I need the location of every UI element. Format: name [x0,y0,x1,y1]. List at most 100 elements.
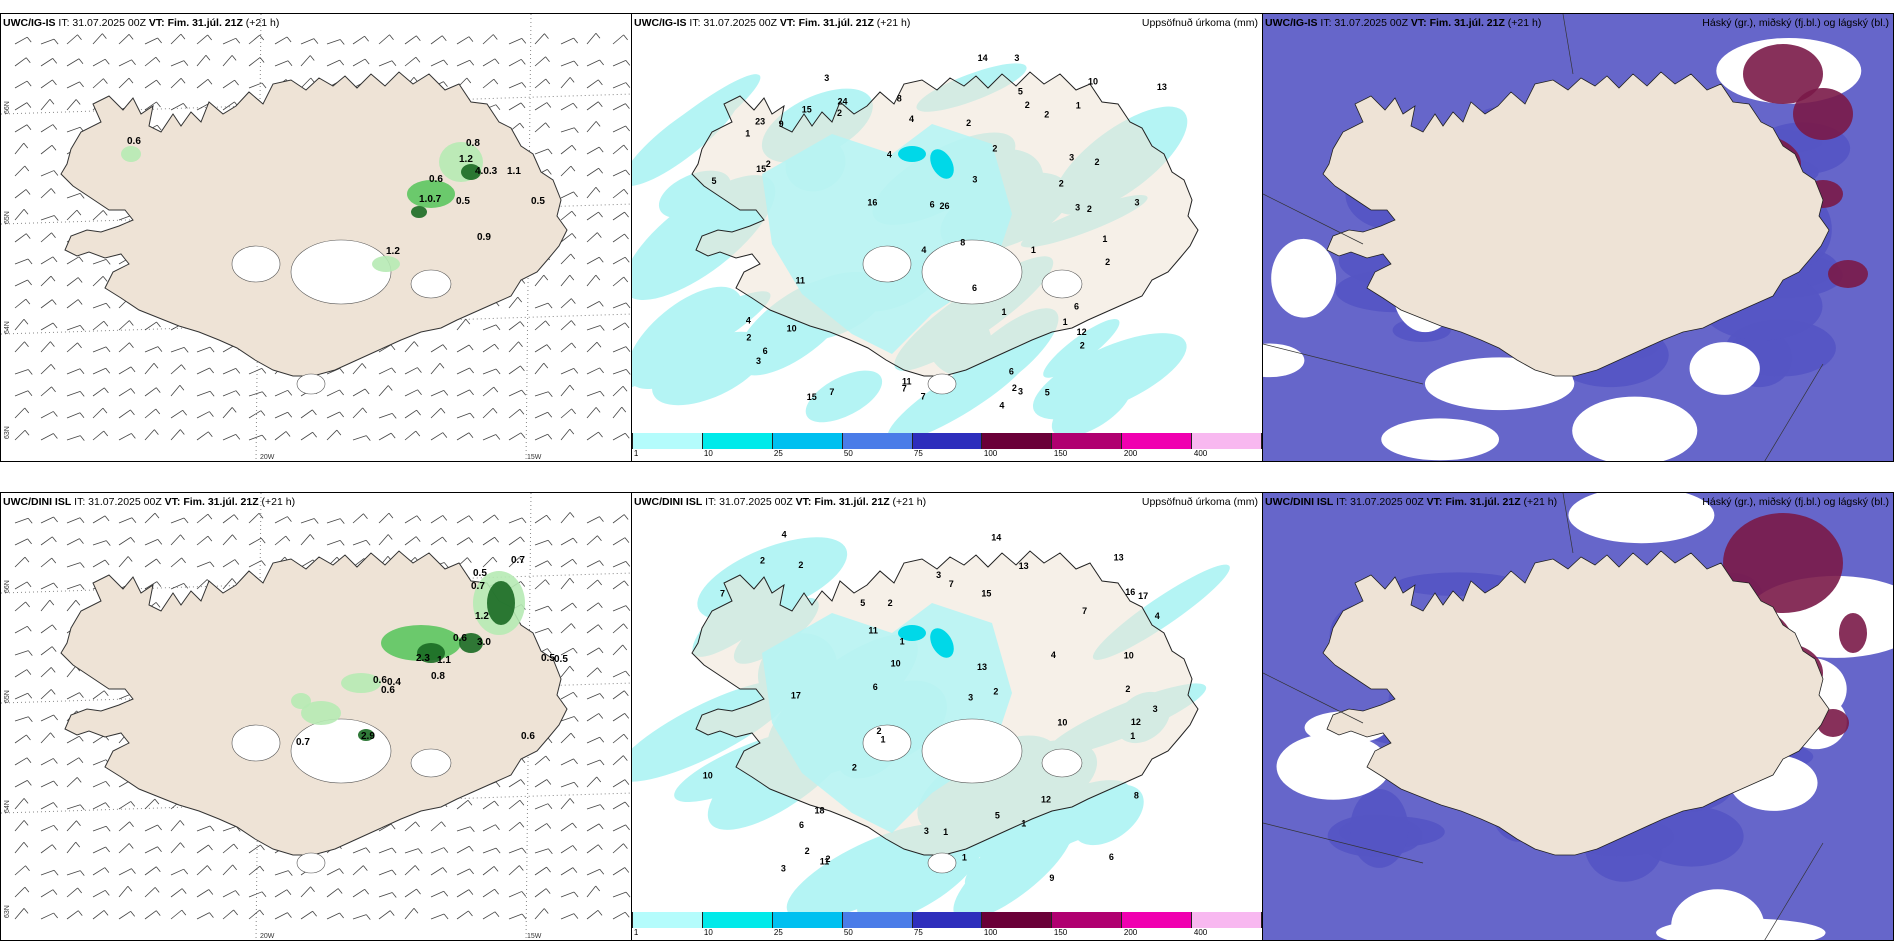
wind-barb-flag [339,39,345,45]
wind-barb [92,759,107,766]
colorbar-tick: 25 [773,928,783,937]
wind-barb-flag [157,37,162,44]
wind-barb [430,432,444,441]
wind-barb-flag [469,389,474,396]
wind-barb [534,33,545,45]
wind-barb [118,388,132,397]
wind-barb [144,346,159,353]
wind-barb-flag [416,35,421,42]
precip-value: 4 [1155,611,1160,621]
wind-barb [222,843,235,854]
wind-barb-flag [573,758,578,765]
wind-barb [508,536,521,546]
colorbar-tick: 150 [1053,928,1068,937]
colorbar-ticks: 1 10 25 50 75 100 150 200 400 [632,928,1262,940]
wind-barb [170,364,182,375]
wind-barb-flag [546,514,551,521]
wind-barb-flag [598,647,604,654]
wind-barb [144,429,155,441]
wind-barb [66,299,79,309]
wind-barb [534,411,548,419]
wind-barb [14,798,25,810]
glacier [927,373,957,395]
wind-barb-flag [235,38,241,44]
precip-value: 5 [995,811,1000,821]
glacier [927,852,957,874]
axis-label: 65N [4,690,11,703]
wind-barb-flag [573,37,579,44]
wind-barb [404,430,417,441]
wind-barb-flag [53,780,58,787]
wind-barb-flag [573,781,579,788]
wind-barb [612,322,626,331]
wind-barb [92,889,106,898]
graticule-line [1263,822,1424,864]
wind-barb-flag [23,142,29,149]
precip-value: 5 [1018,86,1023,96]
wind-barb [14,556,26,568]
precip-value: 1 [900,636,905,646]
wind-barb-flag [624,911,630,918]
wind-barb-flag [390,432,396,439]
wind-barb-flag [52,79,57,86]
wind-barb [560,191,574,199]
wind-barb-flag [598,713,604,719]
wind-barb [144,798,156,810]
wind-barb-flag [261,560,266,566]
wind-barb [326,389,340,397]
precip-value: 2 [1105,257,1110,267]
wind-barb-flag [207,34,212,41]
wind-barb-flag [27,279,32,286]
wind-barb-flag [623,843,628,849]
wind-barb [612,233,625,243]
wind-barb [170,77,182,89]
precip-value: 1 [1063,317,1068,327]
wind-barb-flag [598,211,603,218]
precip-value: 6 [1009,367,1014,377]
wind-barb [118,409,131,419]
precip-value: 1 [962,853,967,863]
precip-value: 1 [1130,731,1135,741]
wind-barb-flag [104,890,110,896]
wind-barb-flag [231,578,237,584]
wind-barb-flag [569,274,575,281]
panel-cloud-row2: UWC/DINI ISL IT: 31.07.2025 00Z VT: Fim.… [1262,492,1894,941]
wind-barb-flag [569,512,575,518]
wind-barb-flag [155,910,161,916]
wind-barb [14,625,28,634]
wind-barb [40,322,54,331]
wind-barb-flag [155,408,161,415]
wind-barb-flag [131,517,137,523]
wind-barb [14,318,25,331]
wind-barb-flag [24,430,30,436]
wind-barb-flag [52,124,58,130]
precip-value: 10 [703,770,713,780]
wind-barb-flag [209,411,214,417]
wind-barb [612,779,626,788]
wind-barb-flag [574,127,579,133]
wind-barb [352,539,367,546]
precip-value: 3 [1075,203,1080,213]
glacier [290,718,392,784]
wind-barb-flag [262,391,267,398]
wind-barb [144,512,156,524]
wind-barb-flag [548,391,553,397]
wind-barb [560,577,571,590]
wind-barb-flag [130,537,136,543]
wind-barb [612,60,626,67]
wind-barb-flag [79,391,85,397]
wind-barb [196,513,209,524]
wind-barb [196,844,209,854]
wind-barb [482,911,496,920]
wind-barb [586,667,598,678]
wind-barb [300,534,311,546]
wind-barb-flag [545,579,550,585]
axis-label: 15W [527,933,542,940]
wind-barb [612,843,624,854]
wind-barb-flag [391,60,397,66]
wind-barb [170,868,184,876]
wind-barb-flag [180,78,186,84]
wind-map: 0.70.50.71.20.6 3.02.3 1.10.80.6 0.40.50.60… [1,493,631,940]
wind-barb [118,843,130,854]
wind-barb [248,891,263,898]
